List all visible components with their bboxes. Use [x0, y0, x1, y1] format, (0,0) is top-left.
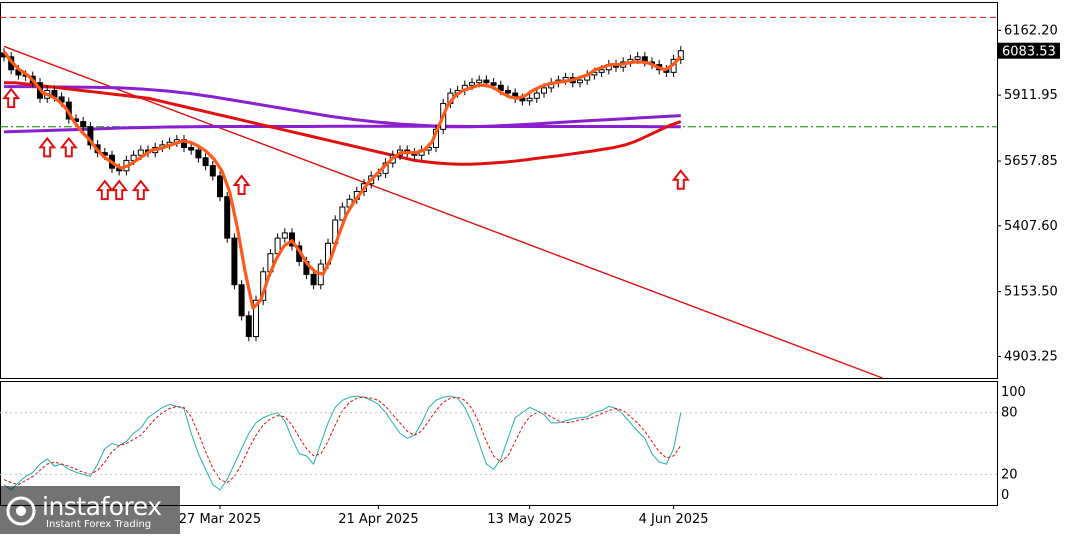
candle: [253, 299, 259, 338]
price-tick-label: 5911.95: [1004, 88, 1058, 103]
candle: [598, 69, 605, 73]
candle: [541, 87, 547, 94]
price-tick-label: 5407.60: [1004, 219, 1058, 234]
candle: [526, 97, 533, 102]
candle: [310, 273, 317, 286]
oscillator-panel-frame: [0, 381, 998, 506]
candle: [224, 196, 231, 239]
moving-average-fast: [2, 50, 682, 310]
price-tick-label: 6162.20: [1004, 23, 1058, 38]
candle: [231, 237, 238, 286]
price-tick-label: 5153.50: [1004, 285, 1058, 300]
price-axis: 6162.20 5911.95 5657.85 5407.60 5153.50 4903.…: [179, 23, 1060, 527]
candle: [217, 175, 223, 198]
candle: [483, 79, 490, 84]
candle: [677, 50, 684, 60]
candle: [202, 157, 209, 167]
logo-tagline: Instant Forex Trading: [46, 519, 152, 530]
candle: [634, 56, 641, 60]
candle: [209, 165, 216, 177]
oscillator-tick-label: 20: [1001, 467, 1018, 482]
up-arrow-icon: [110, 179, 129, 201]
up-arrow-icon: [2, 87, 21, 109]
candle: [245, 315, 252, 338]
candle: [80, 121, 87, 128]
candle: [490, 82, 497, 86]
up-arrow-icon: [131, 179, 150, 201]
date-tick-label: 4 Jun 2025: [639, 512, 709, 527]
main-panel: [0, 2, 998, 379]
main-panel-frame: [0, 2, 998, 379]
current-price-box: [998, 42, 1060, 59]
price-tick-label: 4903.25: [1004, 349, 1058, 364]
price-tick-label: 5657.85: [1004, 154, 1058, 169]
candle: [577, 79, 583, 84]
stochastic-signal-line: [3, 396, 682, 486]
date-tick-label: 13 May 2025: [487, 512, 572, 527]
candle: [195, 149, 202, 159]
moving-average-red: [4, 81, 682, 166]
oscillator-panel: [0, 381, 998, 506]
candle: [533, 92, 540, 99]
oscillator-tick-label: 0: [1001, 488, 1009, 503]
up-arrow-icon: [59, 136, 78, 158]
trendline: [3, 45, 883, 379]
date-tick-label: 27 Mar 2025: [179, 512, 261, 527]
up-arrow-icon: [95, 179, 114, 201]
candle: [281, 232, 288, 239]
oscillator-tick-label: 100: [1001, 385, 1026, 400]
candle: [476, 79, 483, 84]
candle: [238, 284, 245, 317]
up-arrow-icon: [38, 136, 57, 158]
moving-average-purple-2: [3, 124, 681, 134]
stochastic-main-line: [3, 395, 682, 491]
current-price-label: 6083.53: [1002, 45, 1056, 60]
moving-average-purple-1: [4, 85, 681, 129]
watermark-logo: instaforex Instant Forex Trading: [0, 486, 180, 534]
candle: [505, 89, 511, 94]
logo-wordmark: instaforex: [42, 492, 162, 521]
date-tick-label: 21 Apr 2025: [338, 512, 418, 527]
candle: [137, 149, 144, 156]
candle: [188, 146, 195, 151]
candle: [339, 206, 346, 221]
up-arrow-icon: [232, 174, 251, 195]
candle: [469, 82, 475, 86]
up-arrow-icon: [671, 169, 690, 190]
logo-icon: [6, 496, 36, 526]
oscillator-tick-label: 80: [1001, 406, 1018, 421]
